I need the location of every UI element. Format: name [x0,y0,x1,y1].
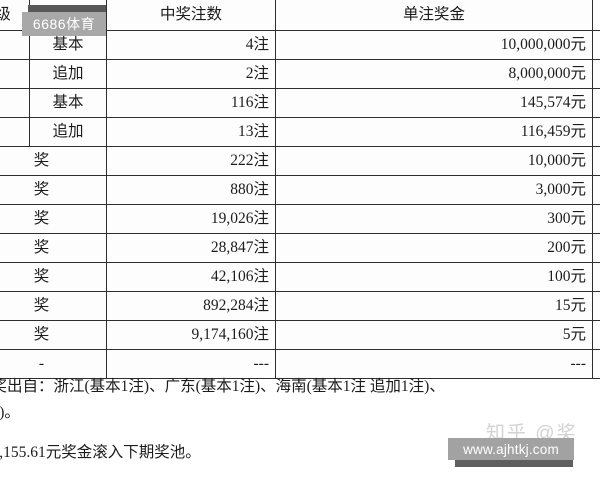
lottery-prize-table: 级 中奖注数 单注奖金 应派奖金 基本 4注 10,000,000元 40, 追… [0,0,600,379]
cell-unit-prize: 5元 [275,320,593,350]
cell-level: 奖 [0,262,107,292]
header-unit-prize: 单注奖金 [275,0,593,31]
cell-total-prize: 13, [592,291,600,321]
cell-total-prize: 1, [592,117,600,147]
overlay-watermark-site-url: www.ajhtkj.com [448,438,574,460]
table-row-total: - --- --- 154, [0,349,600,379]
table-body: 基本 4注 10,000,000元 40, 追加 2注 8,000,000元 1… [0,30,600,379]
overlay-top-bar [28,5,106,13]
footnote-rollover-amount: 539,155.61元奖金滚入下期奖池。 [0,444,201,461]
cell-type: 追加 [29,59,107,89]
cell-count: 2注 [106,59,276,89]
cell-unit-prize: 15元 [275,291,593,321]
table-row: 追加 2注 8,000,000元 16, [0,59,600,89]
cell-count: 116注 [106,88,276,118]
cell-count: 4注 [106,30,276,60]
cell-unit-prize: --- [275,349,593,379]
cell-unit-prize: 10,000,000元 [275,30,593,60]
cell-total-prize: 4, [592,262,600,292]
cell-total-prize: 2, [592,146,600,176]
footnote-winner-origin-line1: 等奖出自：浙江(基本1注)、广东(基本1注)、海南(基本1注 追加1注)、 [0,378,445,395]
cell-count: 42,106注 [106,262,276,292]
cell-level: 奖 [0,291,107,321]
table-row: 奖 880注 3,000元 2, [0,175,600,205]
cell-unit-prize: 145,574元 [275,88,593,118]
cell-level [0,88,30,118]
table-row: 奖 28,847注 200元 5, [0,233,600,263]
cell-level: - [0,349,107,379]
cell-count: 892,284注 [106,291,276,321]
cell-level: 奖 [0,320,107,350]
cell-level: 奖 [0,204,107,234]
overlay-watermark-6686: 6686体育 [22,12,106,36]
table-row: 基本 116注 145,574元 16, [0,88,600,118]
cell-type: 基本 [29,88,107,118]
cell-count: 28,847注 [106,233,276,263]
cell-level: 奖 [0,175,107,205]
cell-count: --- [106,349,276,379]
overlay-bottom-bar [455,460,573,467]
cell-total-prize: 45, [592,320,600,350]
cell-total-prize: 5, [592,233,600,263]
cell-unit-prize: 3,000元 [275,175,593,205]
table-row: 追加 13注 116,459元 1, [0,117,600,147]
footnote-winner-origin-line2: 1注)。 [0,404,20,421]
cell-total-prize: 16, [592,59,600,89]
table-row: 奖 222注 10,000元 2, [0,146,600,176]
cell-total-prize: 154, [592,349,600,379]
cell-level: 奖 [0,233,107,263]
header-total-prize: 应派奖金 [592,0,600,31]
cell-total-prize: 5, [592,204,600,234]
cell-type: 追加 [29,117,107,147]
cell-unit-prize: 10,000元 [275,146,593,176]
cell-count: 222注 [106,146,276,176]
cell-unit-prize: 100元 [275,262,593,292]
table-row: 奖 42,106注 100元 4, [0,262,600,292]
cell-unit-prize: 200元 [275,233,593,263]
header-winning-count: 中奖注数 [106,0,276,31]
cell-count: 19,026注 [106,204,276,234]
cell-level [0,59,30,89]
cell-unit-prize: 300元 [275,204,593,234]
table-row: 奖 9,174,160注 5元 45, [0,320,600,350]
cell-level: 奖 [0,146,107,176]
cell-total-prize: 16, [592,88,600,118]
cell-unit-prize: 116,459元 [275,117,593,147]
table-row: 奖 892,284注 15元 13, [0,291,600,321]
table-row: 奖 19,026注 300元 5, [0,204,600,234]
footnotes: 等奖出自：浙江(基本1注)、广东(基本1注)、海南(基本1注 追加1注)、 1注… [0,374,600,466]
cell-count: 13注 [106,117,276,147]
cell-count: 9,174,160注 [106,320,276,350]
cell-count: 880注 [106,175,276,205]
cell-total-prize: 2, [592,175,600,205]
cell-level [0,117,30,147]
cell-total-prize: 40, [592,30,600,60]
cell-unit-prize: 8,000,000元 [275,59,593,89]
